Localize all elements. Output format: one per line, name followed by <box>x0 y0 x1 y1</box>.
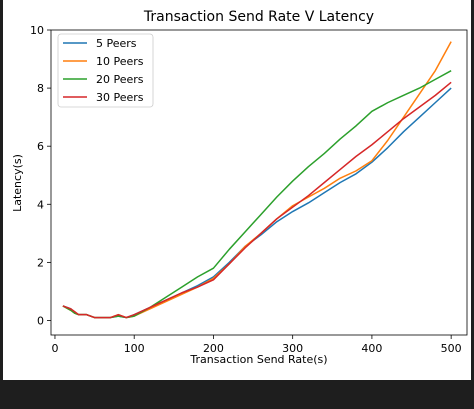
legend-label: 10 Peers <box>96 55 144 68</box>
x-tick-label: 300 <box>282 342 303 355</box>
series-lines <box>62 41 452 319</box>
x-tick-label: 100 <box>124 342 145 355</box>
y-tick-label: 4 <box>37 198 44 211</box>
y-tick-label: 8 <box>37 82 44 95</box>
y-tick-label: 2 <box>37 256 44 269</box>
y-tick-label: 10 <box>30 24 44 37</box>
x-tick-label: 500 <box>441 342 462 355</box>
series-line-30-peers <box>62 81 452 319</box>
y-tick-label: 0 <box>37 314 44 327</box>
legend-label: 30 Peers <box>96 91 144 104</box>
chart: Transaction Send Rate V Latency 0 2 4 6 8 10 … <box>11 9 468 366</box>
y-axis-label: Latency(s) <box>11 154 24 212</box>
chart-title: Transaction Send Rate V Latency <box>143 9 374 25</box>
x-tick-label: 400 <box>361 342 382 355</box>
y-axis: 0 2 4 6 8 10 <box>30 24 51 327</box>
x-tick-label: 200 <box>203 342 224 355</box>
legend-box <box>57 33 154 108</box>
y-tick-label: 6 <box>37 140 44 153</box>
x-axis: 0 100 200 300 400 500 <box>51 335 462 355</box>
x-axis-label: Transaction Send Rate(s) <box>189 353 327 366</box>
x-tick-label: 0 <box>51 342 58 355</box>
legend-label: 20 Peers <box>96 73 144 86</box>
legend: 5 Peers 10 Peers 20 Peers 30 Peers <box>57 33 154 108</box>
legend-label: 5 Peers <box>96 37 137 50</box>
